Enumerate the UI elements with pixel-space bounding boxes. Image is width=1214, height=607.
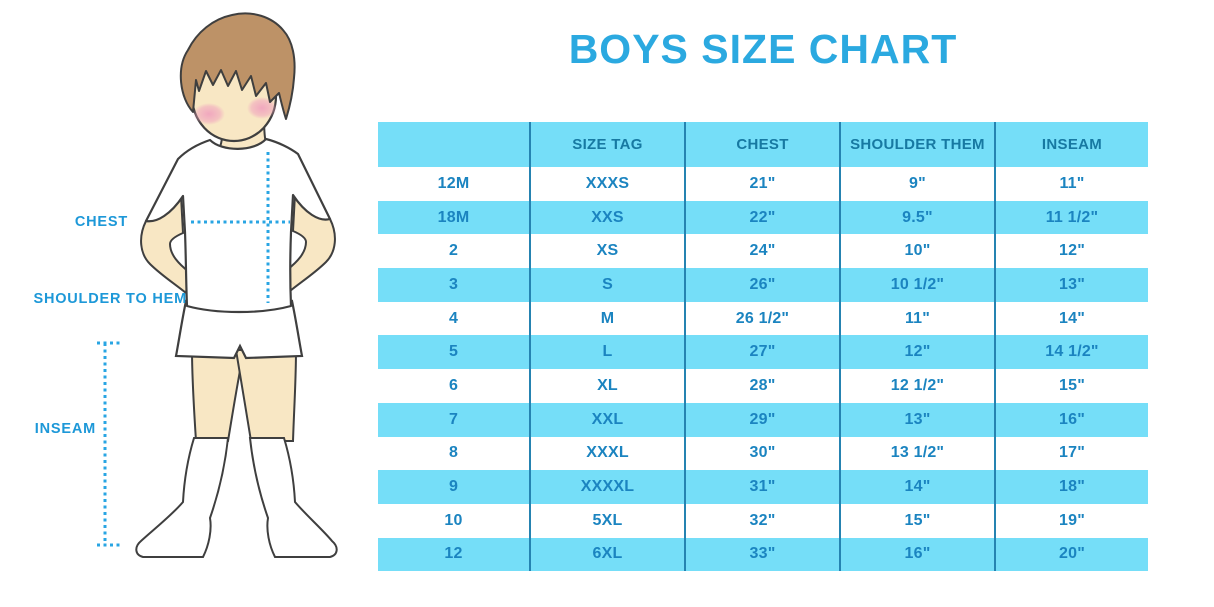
cell-size-tag: XS — [529, 234, 685, 269]
boy-shirt — [144, 137, 332, 314]
table-row: 2 XS 24" 10" 12" — [378, 234, 1148, 269]
cell-shoulder: 10" — [839, 234, 995, 269]
table-row: 8 XXXL 30" 13 1/2" 17" — [378, 436, 1148, 471]
table-row: 12M XXXS 21" 9" 11" — [378, 167, 1148, 201]
table-row: 4 M 26 1/2" 11" 14" — [378, 301, 1148, 336]
cell-chest: 33" — [684, 537, 840, 572]
table-row: 3 S 26" 10 1/2" 13" — [378, 268, 1148, 302]
table-row: 7 XXL 29" 13" 16" — [378, 402, 1148, 437]
boy-illustration: CHEST SHOULDER TO HEM INSEAM — [0, 0, 378, 607]
cell-chest: 27" — [684, 335, 840, 370]
cell-chest: 26" — [684, 268, 840, 302]
cell-inseam: 13" — [994, 268, 1148, 302]
cell-age: 6 — [448, 376, 459, 394]
boy-sock-left — [135, 437, 230, 558]
table-row: 18M XXS 22" 9.5" 11 1/2" — [378, 200, 1148, 235]
cell-age: 3 — [378, 268, 530, 302]
table-header-row: SIZE TAG CHEST SHOULDER THEM INSEAM — [378, 122, 1148, 167]
cell-shoulder: 10 1/2" — [839, 268, 995, 302]
cell-age: 10 — [444, 511, 463, 529]
cell-age: 7 — [378, 402, 530, 437]
table-row: 5 L 27" 12" 14 1/2" — [378, 335, 1148, 370]
shoulder-to-hem-label: SHOULDER TO HEM — [33, 291, 187, 307]
cell-size-tag: XXS — [529, 200, 685, 235]
chest-label: CHEST — [75, 214, 128, 230]
cell-shoulder: 15" — [839, 503, 995, 538]
cell-chest: 30" — [684, 436, 840, 471]
cell-size-tag: M — [529, 301, 685, 336]
cell-inseam: 11" — [994, 167, 1148, 201]
table-row: 10 5XL 32" 15" 19" — [378, 503, 1148, 538]
boy-sock-right — [248, 437, 338, 558]
cell-shoulder: 12" — [839, 335, 995, 370]
cell-chest: 28" — [684, 369, 840, 403]
cell-size-tag: 5XL — [529, 503, 685, 538]
size-table: SIZE TAG CHEST SHOULDER THEM INSEAM 12M … — [378, 122, 1148, 572]
cell-size-tag: XXXXL — [529, 470, 685, 504]
boy-hair — [179, 12, 296, 120]
cell-size-tag: XXXS — [529, 167, 685, 201]
cell-chest: 22" — [684, 200, 840, 235]
cell-size-tag: S — [529, 268, 685, 302]
cell-chest: 21" — [684, 167, 840, 201]
col-header-age — [378, 122, 530, 167]
col-header-shoulder-hem: SHOULDER THEM — [839, 122, 995, 167]
cell-size-tag: L — [529, 335, 685, 370]
col-header-chest: CHEST — [684, 122, 840, 167]
cell-inseam: 15" — [994, 369, 1148, 403]
cell-chest: 29" — [684, 402, 840, 437]
cell-inseam: 11 1/2" — [994, 200, 1148, 235]
col-header-size-tag: SIZE TAG — [529, 122, 685, 167]
cell-shoulder: 12 1/2" — [839, 369, 995, 403]
cell-inseam: 19" — [994, 503, 1148, 538]
cell-chest: 31" — [684, 470, 840, 504]
cell-chest: 24" — [684, 234, 840, 269]
cell-chest: 26 1/2" — [684, 301, 840, 336]
cell-size-tag: XXXL — [529, 436, 685, 471]
boy-illustration-svg: CHEST SHOULDER TO HEM INSEAM — [33, 12, 338, 558]
cell-size-tag: 6XL — [529, 537, 685, 572]
cell-age: 2 — [448, 242, 459, 260]
cell-age: 18M — [378, 200, 530, 235]
cell-age: 4 — [448, 309, 459, 327]
cell-size-tag: XL — [529, 369, 685, 403]
boy-leg-left — [190, 349, 246, 442]
cell-shoulder: 14" — [839, 470, 995, 504]
cell-age: 9 — [378, 470, 530, 504]
cell-shoulder: 13 1/2" — [839, 436, 995, 471]
table-row: 9 XXXXL 31" 14" 18" — [378, 470, 1148, 504]
table-row: 12 6XL 33" 16" 20" — [378, 537, 1148, 572]
cell-age: 5 — [378, 335, 530, 370]
cell-shoulder: 9" — [839, 167, 995, 201]
cell-inseam: 17" — [994, 436, 1148, 471]
cell-age: 12 — [378, 537, 530, 572]
inseam-label: INSEAM — [35, 421, 96, 437]
col-header-inseam: INSEAM — [994, 122, 1148, 167]
cell-shoulder: 11" — [839, 301, 995, 336]
cell-age: 8 — [448, 444, 459, 462]
cell-size-tag: XXL — [529, 402, 685, 437]
cell-inseam: 14" — [994, 301, 1148, 336]
cell-age: 12M — [437, 174, 470, 192]
cell-inseam: 12" — [994, 234, 1148, 269]
cell-inseam: 14 1/2" — [994, 335, 1148, 370]
boy-blush-left — [193, 103, 225, 125]
page-title: BOYS SIZE CHART — [568, 26, 958, 72]
table-row: 6 XL 28" 12 1/2" 15" — [378, 369, 1148, 403]
cell-shoulder: 16" — [839, 537, 995, 572]
cell-shoulder: 13" — [839, 402, 995, 437]
cell-chest: 32" — [684, 503, 840, 538]
cell-inseam: 16" — [994, 402, 1148, 437]
cell-inseam: 18" — [994, 470, 1148, 504]
cell-shoulder: 9.5" — [839, 200, 995, 235]
cell-inseam: 20" — [994, 537, 1148, 572]
boy-leg-right — [234, 349, 298, 442]
